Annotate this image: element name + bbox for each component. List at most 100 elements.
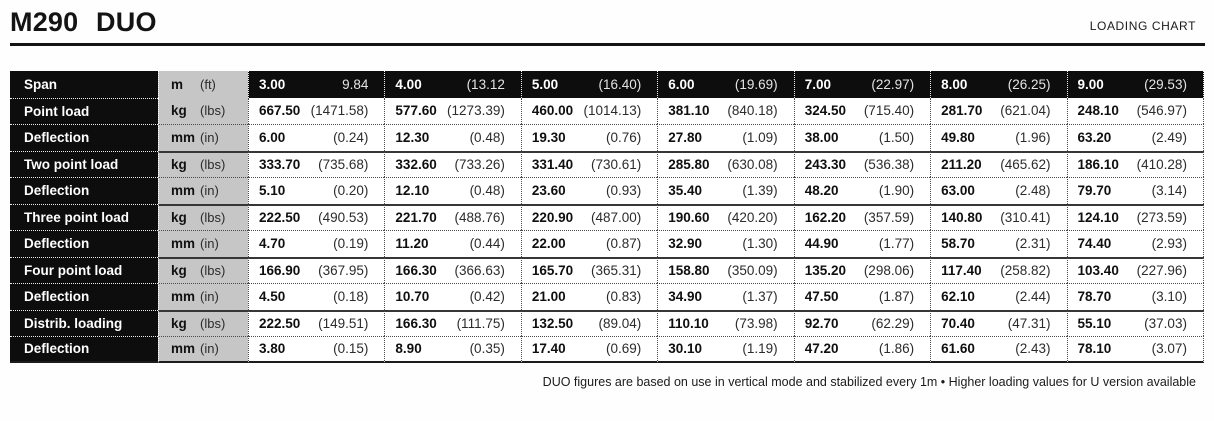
imperial-value: (22.97)	[871, 76, 915, 92]
value-cell: 117.40 (258.82)	[930, 256, 1067, 283]
value-cell: 6.00 (19.69)	[657, 71, 794, 98]
deflection-row: Deflection mm (in) 4.50 (0.18) 10.70 (0.42) 21.…	[10, 283, 1204, 310]
metric-value: 577.60	[395, 103, 437, 119]
imperial-value: (3.07)	[1151, 341, 1187, 357]
metric-value: 74.40	[1077, 236, 1112, 252]
deflection-row: Deflection mm (in) 4.70 (0.19) 11.20 (0.44) 22.…	[10, 230, 1204, 257]
imperial-value: (26.25)	[1007, 76, 1051, 92]
unit-metric: kg	[171, 263, 187, 279]
metric-value: 110.10	[668, 316, 709, 332]
row-label: Deflection	[10, 283, 158, 310]
metric-value: 281.70	[941, 103, 983, 119]
imperial-value: (1.30)	[742, 236, 778, 252]
metric-value: 221.70	[395, 210, 437, 226]
metric-value: 333.70	[259, 157, 301, 173]
value-cell: 332.60 (733.26)	[384, 150, 521, 177]
metric-value: 222.50	[259, 210, 301, 226]
value-cell: 331.40 (730.61)	[520, 150, 658, 177]
row-label: Span	[10, 71, 158, 98]
value-cell: 460.00 (1014.13)	[520, 97, 658, 124]
value-cell: 324.50 (715.40)	[793, 97, 931, 124]
unit-imperial: (in)	[200, 289, 219, 305]
imperial-value: (0.44)	[469, 236, 505, 252]
imperial-value: (2.48)	[1015, 183, 1051, 199]
value-cell: 285.80 (630.08)	[657, 150, 794, 177]
value-cell: 8.90 (0.35)	[384, 336, 521, 363]
imperial-value: (410.28)	[1136, 157, 1187, 173]
metric-value: 12.30	[395, 130, 430, 146]
metric-value: 61.60	[941, 341, 975, 357]
imperial-value: (1.39)	[742, 183, 778, 199]
imperial-value: (16.40)	[598, 76, 642, 92]
value-cell: 12.10 (0.48)	[384, 177, 521, 204]
unit-metric: kg	[171, 210, 187, 226]
unit-imperial: (in)	[200, 130, 219, 146]
imperial-value: (546.97)	[1136, 103, 1187, 119]
value-cell: 162.20 (357.59)	[793, 203, 931, 230]
imperial-value: (621.04)	[1000, 103, 1051, 119]
unit-cell: mm (in)	[158, 177, 248, 204]
imperial-value: (840.18)	[727, 103, 778, 119]
imperial-value: (0.19)	[333, 236, 369, 252]
imperial-value: (715.40)	[863, 103, 915, 119]
imperial-value: (1.90)	[878, 183, 915, 199]
metric-value: 4.70	[259, 236, 286, 252]
imperial-value: (1.50)	[878, 130, 915, 146]
value-cell: 4.00 (13.12	[384, 71, 521, 98]
imperial-value: (465.62)	[1000, 157, 1051, 173]
metric-value: 49.80	[941, 130, 975, 146]
metric-value: 220.90	[531, 210, 574, 226]
value-cell: 30.10 (1.19)	[657, 336, 794, 363]
metric-value: 162.20	[804, 210, 846, 226]
value-cell: 667.50 (1471.58)	[248, 97, 385, 124]
imperial-value: (0.76)	[605, 130, 642, 146]
metric-value: 44.90	[804, 236, 839, 252]
metric-value: 32.90	[668, 236, 703, 252]
imperial-value: (2.93)	[1151, 236, 1187, 252]
value-cell: 220.90 (487.00)	[520, 203, 658, 230]
metric-value: 331.40	[531, 157, 574, 173]
value-cell: 166.90 (367.95)	[248, 256, 385, 283]
row-label: Deflection	[10, 230, 158, 257]
imperial-value: (365.31)	[590, 263, 642, 279]
row-label: Deflection	[10, 124, 158, 151]
value-cell: 19.30 (0.76)	[520, 124, 658, 151]
imperial-value: (1471.58)	[310, 103, 369, 119]
value-cell: 78.70 (3.10)	[1066, 283, 1204, 310]
value-cell: 78.10 (3.07)	[1066, 336, 1204, 363]
metric-value: 8.00	[941, 76, 968, 92]
imperial-value: (536.38)	[863, 157, 915, 173]
imperial-value: (273.59)	[1136, 210, 1187, 226]
span-header-row: Span m (ft) 3.00 9.84 4.00 (13.12 5.00 (16.40) 6.…	[10, 71, 1204, 98]
imperial-value: (730.61)	[590, 157, 642, 173]
value-cell: 8.00 (26.25)	[930, 71, 1067, 98]
value-cell: 190.60 (420.20)	[657, 203, 794, 230]
page-title: M290 DUO	[10, 7, 157, 37]
value-cell: 23.60 (0.93)	[520, 177, 658, 204]
imperial-value: (1.37)	[742, 289, 778, 305]
metric-value: 132.50	[531, 316, 574, 332]
unit-metric: kg	[171, 157, 187, 173]
value-cell: 17.40 (0.69)	[520, 336, 658, 363]
value-cell: 58.70 (2.31)	[930, 230, 1067, 257]
imperial-value: (0.18)	[333, 289, 369, 305]
imperial-value: (1.87)	[878, 289, 915, 305]
metric-value: 70.40	[941, 316, 975, 332]
header-rule	[10, 43, 1205, 46]
metric-value: 34.90	[668, 289, 703, 305]
imperial-value: 9.84	[342, 76, 369, 92]
value-cell: 44.90 (1.77)	[793, 230, 931, 257]
metric-value: 19.30	[531, 130, 566, 146]
value-cell: 47.50 (1.87)	[793, 283, 931, 310]
unit-imperial: (in)	[200, 183, 219, 199]
unit-imperial: (lbs)	[200, 157, 226, 173]
unit-imperial: (in)	[200, 236, 219, 252]
value-cell: 166.30 (366.63)	[384, 256, 521, 283]
value-cell: 6.00 (0.24)	[248, 124, 385, 151]
unit-metric: kg	[171, 316, 187, 332]
value-cell: 61.60 (2.43)	[930, 336, 1067, 363]
imperial-value: (1.09)	[742, 130, 778, 146]
row-label: Three point load	[10, 203, 158, 230]
metric-value: 78.70	[1077, 289, 1112, 305]
imperial-value: (735.68)	[318, 157, 369, 173]
